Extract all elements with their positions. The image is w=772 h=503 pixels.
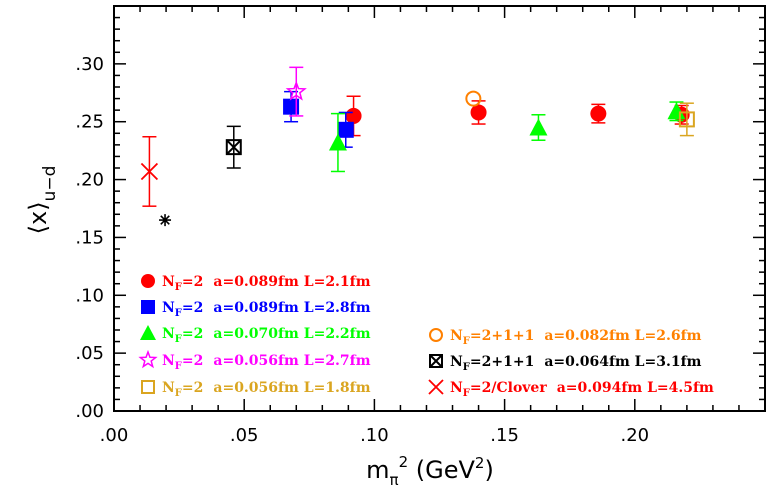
legend-nf-subscript: F (175, 334, 182, 345)
legend-item: NF=2 a=0.056fm L=1.8fm (141, 380, 371, 399)
y-tick-label: .15 (75, 227, 104, 248)
legend-marker (140, 325, 156, 340)
data-point (225, 139, 242, 156)
series-6 (225, 125, 242, 169)
legend-nf-subscript: F (175, 388, 182, 399)
tick-labels: .00 .05 .10 .15 .20 .00 .05 .10 .15 .20 .25 .30 (75, 54, 649, 446)
data-point (140, 162, 159, 181)
legend-marker (429, 354, 443, 368)
y-tick-label: .00 (75, 401, 104, 422)
legend-nf-subscript: F (175, 282, 182, 293)
plot-frame (113, 5, 766, 412)
legend-params: a=0.064fm L=3.1fm (544, 354, 701, 370)
legend-params: a=0.089fm L=2.8fm (213, 300, 370, 316)
y-tick-label: .30 (75, 54, 104, 75)
legend-nf-subscript: F (463, 388, 470, 399)
legend-item: NF=2 a=0.056fm L=2.7fm (138, 349, 371, 372)
legend-nf-subscript: F (175, 361, 182, 372)
legend-label: NF=2 a=0.089fm L=2.8fm (162, 300, 371, 319)
legend-params: a=0.070fm L=2.2fm (213, 326, 370, 342)
legend-nf-subscript: F (175, 308, 182, 319)
legend-params: a=0.056fm L=2.7fm (213, 353, 370, 369)
legend-nf: =2 (182, 274, 203, 290)
series-4 (678, 102, 695, 137)
legend-label: NF=2+1+1 a=0.064fm L=3.1fm (450, 354, 702, 373)
y-tick-label: .05 (75, 343, 104, 364)
legend-item: NF=2/Clover a=0.094fm L=4.5fm (428, 379, 714, 399)
legend-nf-symbol: N (162, 326, 175, 342)
legend-params: a=0.094fm L=4.5fm (557, 380, 714, 396)
legend-marker (428, 379, 444, 395)
data-point (328, 133, 347, 151)
x-tick-label: .20 (620, 425, 649, 446)
legend-item: NF=2 a=0.089fm L=2.1fm (141, 274, 371, 293)
x-tick-label: .15 (490, 425, 519, 446)
legend-nf-symbol: N (450, 354, 463, 370)
legend-nf-symbol: N (162, 300, 175, 316)
legend-item: NF=2+1+1 a=0.064fm L=3.1fm (429, 354, 702, 373)
y-tick-label: .10 (75, 285, 104, 306)
x-tick-label: .00 (100, 425, 129, 446)
legend-nf: =2+1+1 (470, 354, 534, 370)
data-points (140, 66, 695, 227)
data-point (159, 214, 172, 227)
data-point (667, 102, 686, 120)
series-1 (283, 90, 354, 148)
legend-nf: =2 (182, 380, 203, 396)
legend-params: a=0.082fm L=2.6fm (544, 328, 701, 344)
y-axis-label: ⟨x⟩u−d (24, 166, 60, 235)
data-point (678, 111, 695, 128)
legend-nf: =2+1+1 (470, 328, 534, 344)
legend-nf-symbol: N (450, 328, 463, 344)
legend-nf: =2 (182, 353, 203, 369)
legend-label: NF=2 a=0.070fm L=2.2fm (162, 326, 371, 345)
x-tick-label: .10 (360, 425, 389, 446)
legend-nf-symbol: N (162, 274, 175, 290)
y-tick-label: .25 (75, 112, 104, 133)
legend-marker (429, 328, 443, 342)
legend-label: NF=2 a=0.089fm L=2.1fm (162, 274, 371, 293)
data-point (529, 118, 548, 136)
data-point (285, 80, 307, 101)
data-point (283, 98, 300, 115)
legend-params: a=0.089fm L=2.1fm (213, 274, 370, 290)
series-8 (159, 214, 172, 227)
legend-label: NF=2/Clover a=0.094fm L=4.5fm (450, 380, 714, 399)
legend-nf: =2/Clover (470, 380, 547, 396)
series-3 (285, 66, 307, 117)
x-axis-label: mπ2 (GeV2) (366, 453, 494, 489)
legend-nf: =2 (182, 326, 203, 342)
data-point (470, 104, 487, 121)
legend-label: NF=2 a=0.056fm L=1.8fm (162, 380, 371, 399)
data-point (590, 105, 607, 122)
legend-nf-subscript: F (463, 336, 470, 347)
legend-label: NF=2 a=0.056fm L=2.7fm (162, 353, 371, 372)
legend-nf-subscript: F (463, 362, 470, 373)
series-0 (345, 95, 690, 137)
legend-params: a=0.056fm L=1.8fm (213, 380, 370, 396)
series-5 (465, 90, 482, 107)
legend-item: NF=2 a=0.070fm L=2.2fm (140, 325, 371, 345)
data-point (345, 107, 362, 124)
x-tick-label: .05 (230, 425, 259, 446)
legend-marker (141, 380, 155, 394)
legend-marker (138, 349, 158, 369)
series-2 (328, 101, 686, 173)
data-point (465, 90, 482, 107)
series-7 (140, 136, 159, 207)
legend-label: NF=2+1+1 a=0.082fm L=2.6fm (450, 328, 702, 347)
legend-nf-symbol: N (162, 353, 175, 369)
legend-marker (141, 300, 155, 314)
data-point (337, 121, 354, 138)
legend-marker (141, 274, 155, 288)
legend-nf-symbol: N (450, 380, 463, 396)
y-tick-label: .20 (75, 170, 104, 191)
legend-item: NF=2+1+1 a=0.082fm L=2.6fm (429, 328, 702, 347)
ticks (113, 5, 766, 412)
legend-nf-symbol: N (162, 380, 175, 396)
legend-nf: =2 (182, 300, 203, 316)
legend-item: NF=2 a=0.089fm L=2.8fm (141, 300, 371, 319)
